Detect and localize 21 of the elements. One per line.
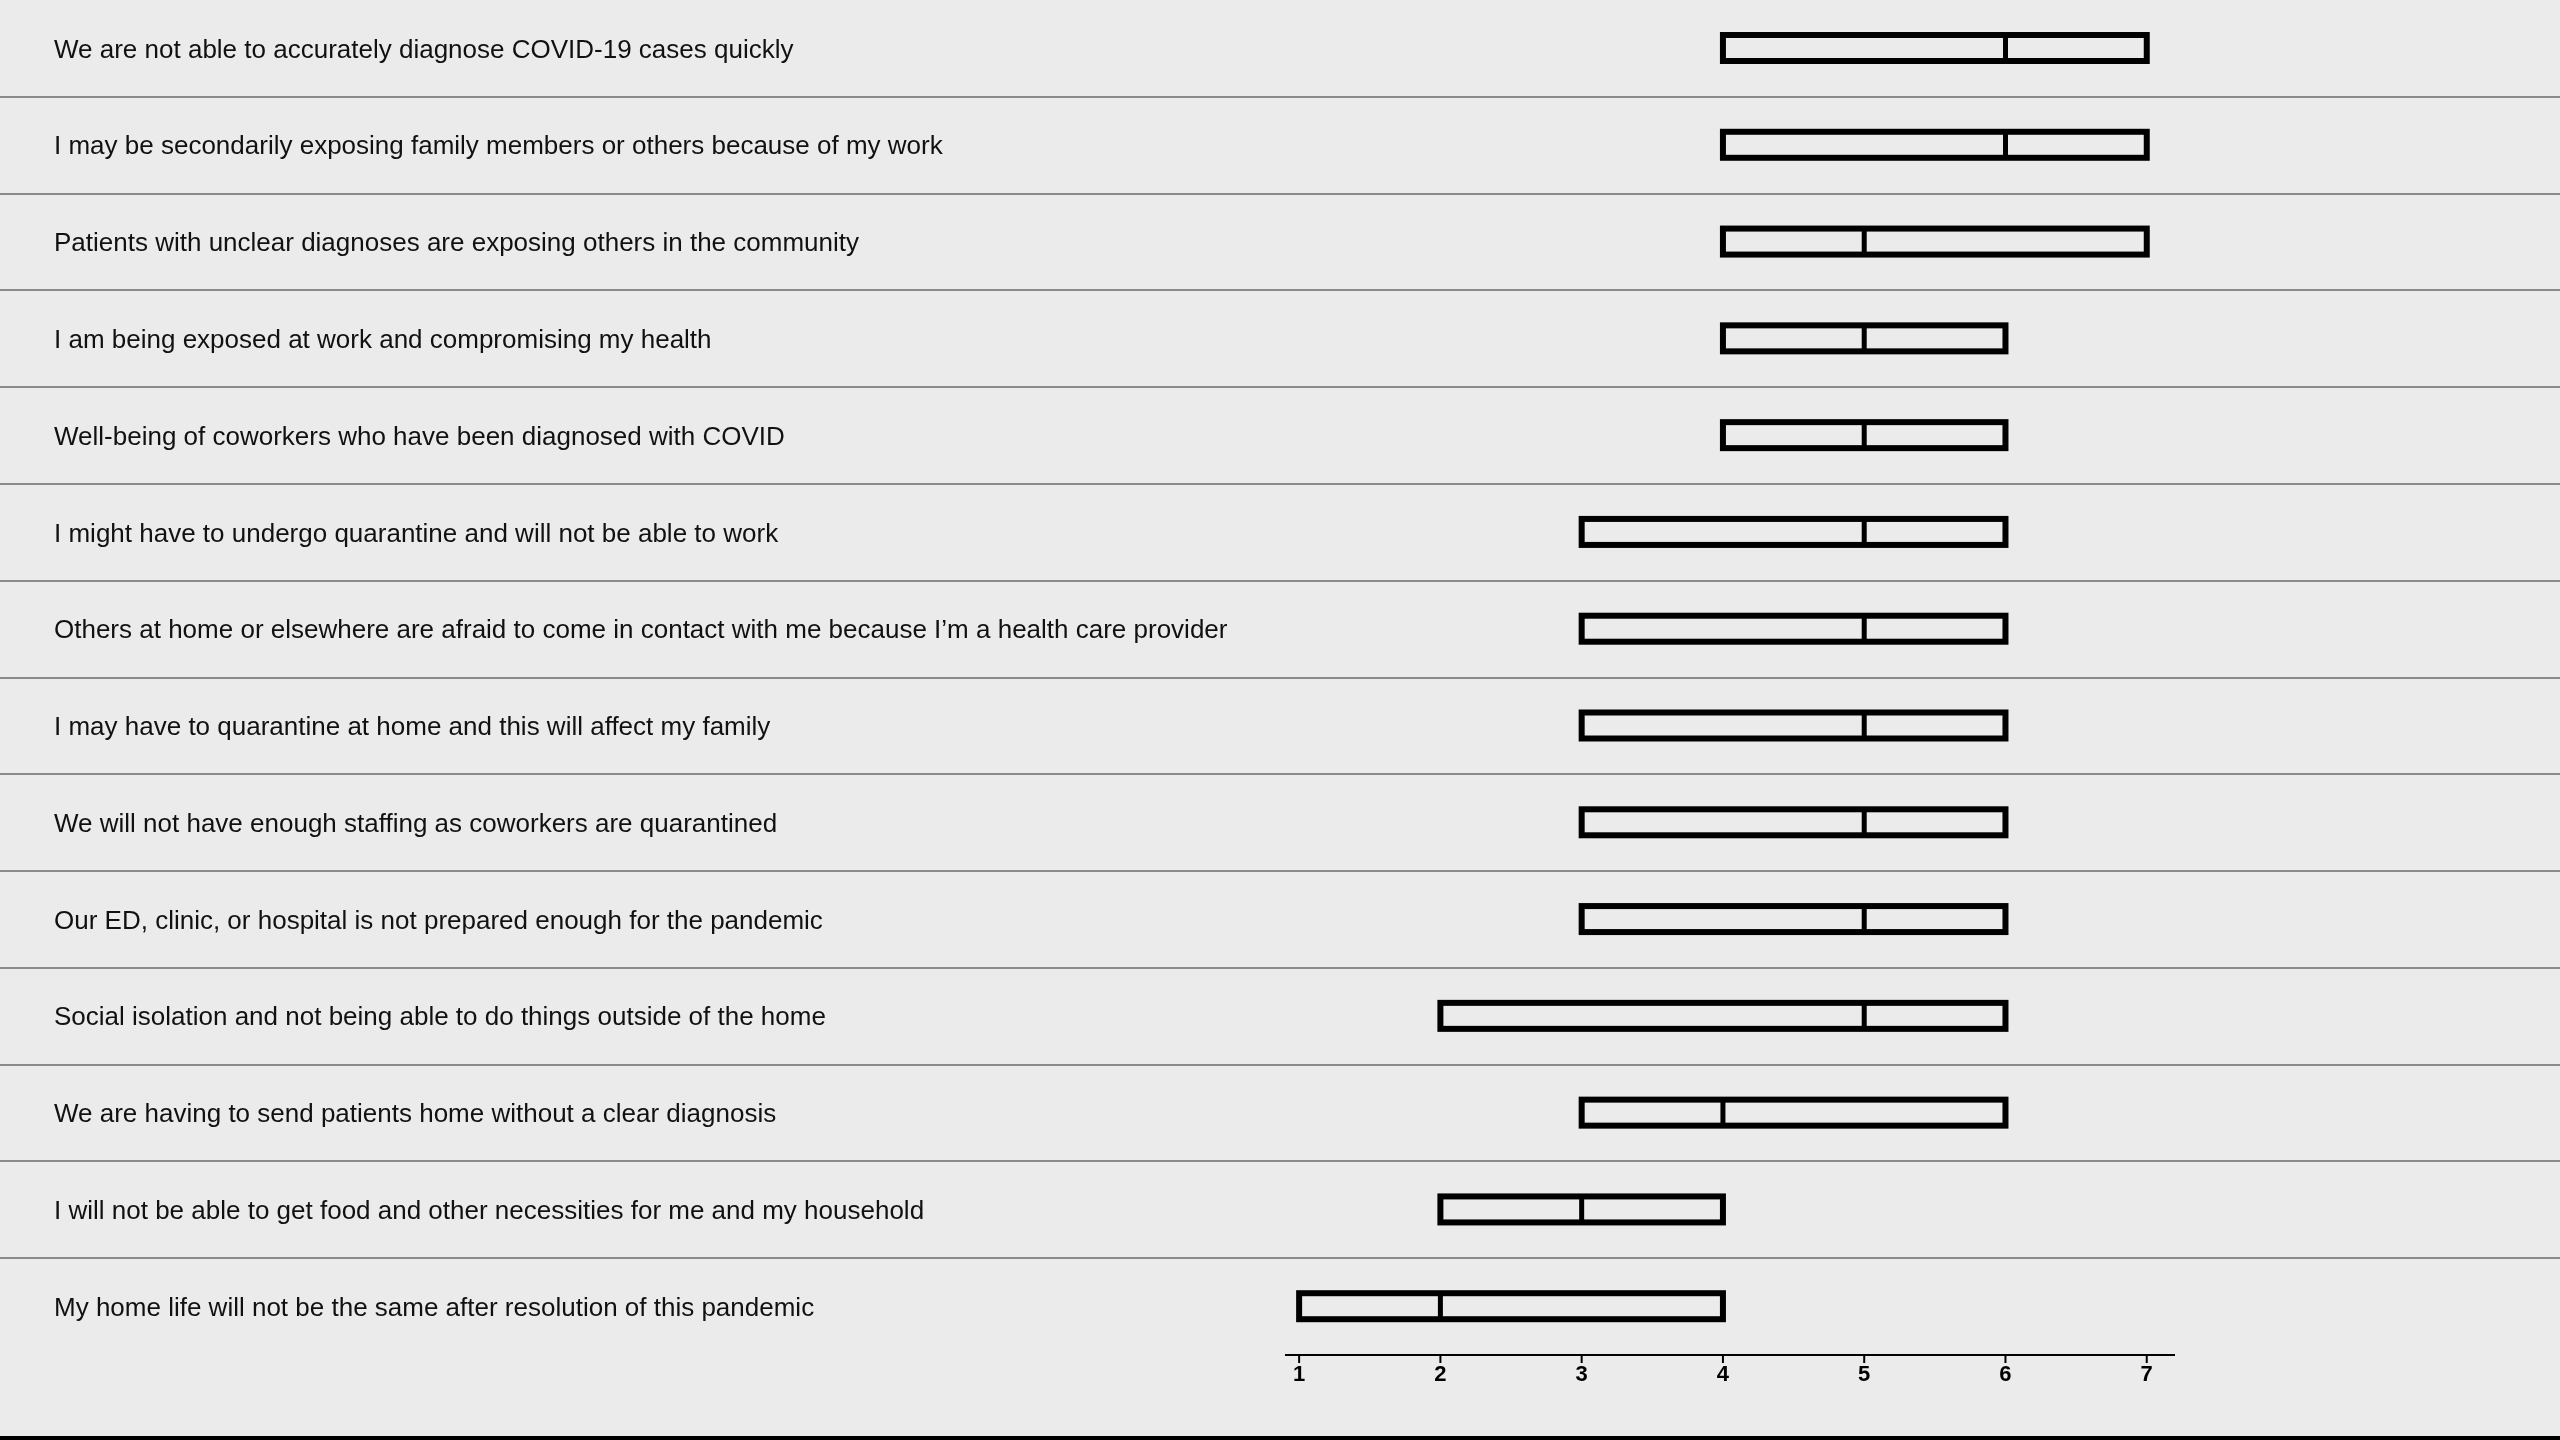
y-tick-label: I will not be able to get food and other necessities for me and my household	[54, 1195, 925, 1226]
y-tick-label: I may be secondarily exposing family members or others because of my work	[54, 130, 944, 161]
x-tick-label: 1	[1293, 1360, 1306, 1386]
x-tick-label: 6	[1999, 1360, 2012, 1386]
y-tick-label: I might have to undergo quarantine and will not be able to work	[54, 517, 780, 548]
y-tick-label: Our ED, clinic, or hospital is not prepared enough for the pandemic	[54, 904, 823, 935]
x-tick-label: 7	[2140, 1360, 2153, 1386]
y-tick-label: Well-being of coworkers who have been diagnosed with COVID	[54, 420, 785, 451]
y-tick-label: Others at home or elsewhere are afraid to come in contact with me because I’m a health care provider	[54, 614, 1228, 645]
x-tick-label: 5	[1858, 1360, 1871, 1386]
x-tick-label: 2	[1434, 1360, 1447, 1386]
y-tick-label: We will not have enough staffing as coworkers are quarantined	[54, 807, 778, 838]
y-tick-label: We are having to send patients home without a clear diagnosis	[54, 1098, 777, 1129]
y-tick-label: We are not able to accurately diagnose COVID-19 cases quickly	[54, 33, 794, 64]
y-tick-label: I may have to quarantine at home and this will affect my family	[54, 711, 771, 742]
y-tick-label: Social isolation and not being able to do things outside of the home	[54, 1001, 826, 1032]
y-tick-label: Patients with unclear diagnoses are exposing others in the community	[54, 227, 859, 258]
x-tick-label: 3	[1575, 1360, 1588, 1386]
y-tick-label: My home life will not be the same after resolution of this pandemic	[54, 1291, 815, 1322]
x-tick-label: 4	[1716, 1360, 1730, 1386]
y-tick-label: I am being exposed at work and compromising my health	[54, 323, 712, 354]
